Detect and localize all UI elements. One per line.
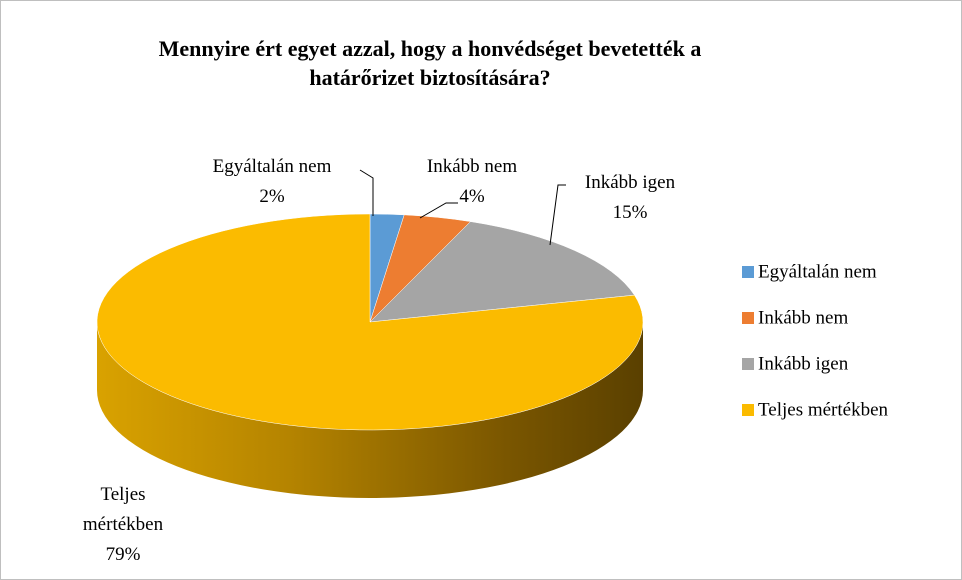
legend-swatch bbox=[742, 312, 754, 324]
legend-label: Inkább igen bbox=[758, 353, 849, 374]
data-label: Inkább igen 15% bbox=[540, 168, 720, 228]
data-label-value: 4% bbox=[459, 186, 485, 207]
data-label: Egyáltalán nem 2% bbox=[182, 152, 362, 212]
data-label-name: Teljes mértékben bbox=[82, 484, 164, 535]
data-label-value: 79% bbox=[105, 544, 141, 565]
data-label-name: Inkább nem bbox=[426, 156, 518, 177]
legend-swatch bbox=[742, 266, 754, 278]
pie-slice bbox=[369, 221, 635, 323]
legend-label: Teljes mértékben bbox=[758, 399, 889, 420]
legend-swatch bbox=[742, 358, 754, 370]
chart-title: Mennyire ért egyet azzal, hogy a honvéds… bbox=[158, 36, 702, 90]
legend-swatch bbox=[742, 404, 754, 416]
leader-line bbox=[549, 184, 566, 246]
leader-line bbox=[359, 169, 374, 216]
data-label: Teljes mértékben 79% bbox=[68, 480, 178, 570]
data-label-value: 15% bbox=[612, 202, 648, 223]
data-label-value: 2% bbox=[259, 186, 285, 207]
pie-slice bbox=[96, 213, 644, 431]
data-label: Inkább nem 4% bbox=[382, 152, 562, 212]
leader-line bbox=[419, 202, 458, 219]
legend-label: Egyáltalán nem bbox=[758, 261, 877, 282]
data-label-name: Inkább igen bbox=[584, 172, 676, 193]
data-label-name: Egyáltalán nem bbox=[212, 156, 332, 177]
pie-side bbox=[97, 322, 643, 498]
legend-label: Inkább nem bbox=[758, 307, 848, 328]
